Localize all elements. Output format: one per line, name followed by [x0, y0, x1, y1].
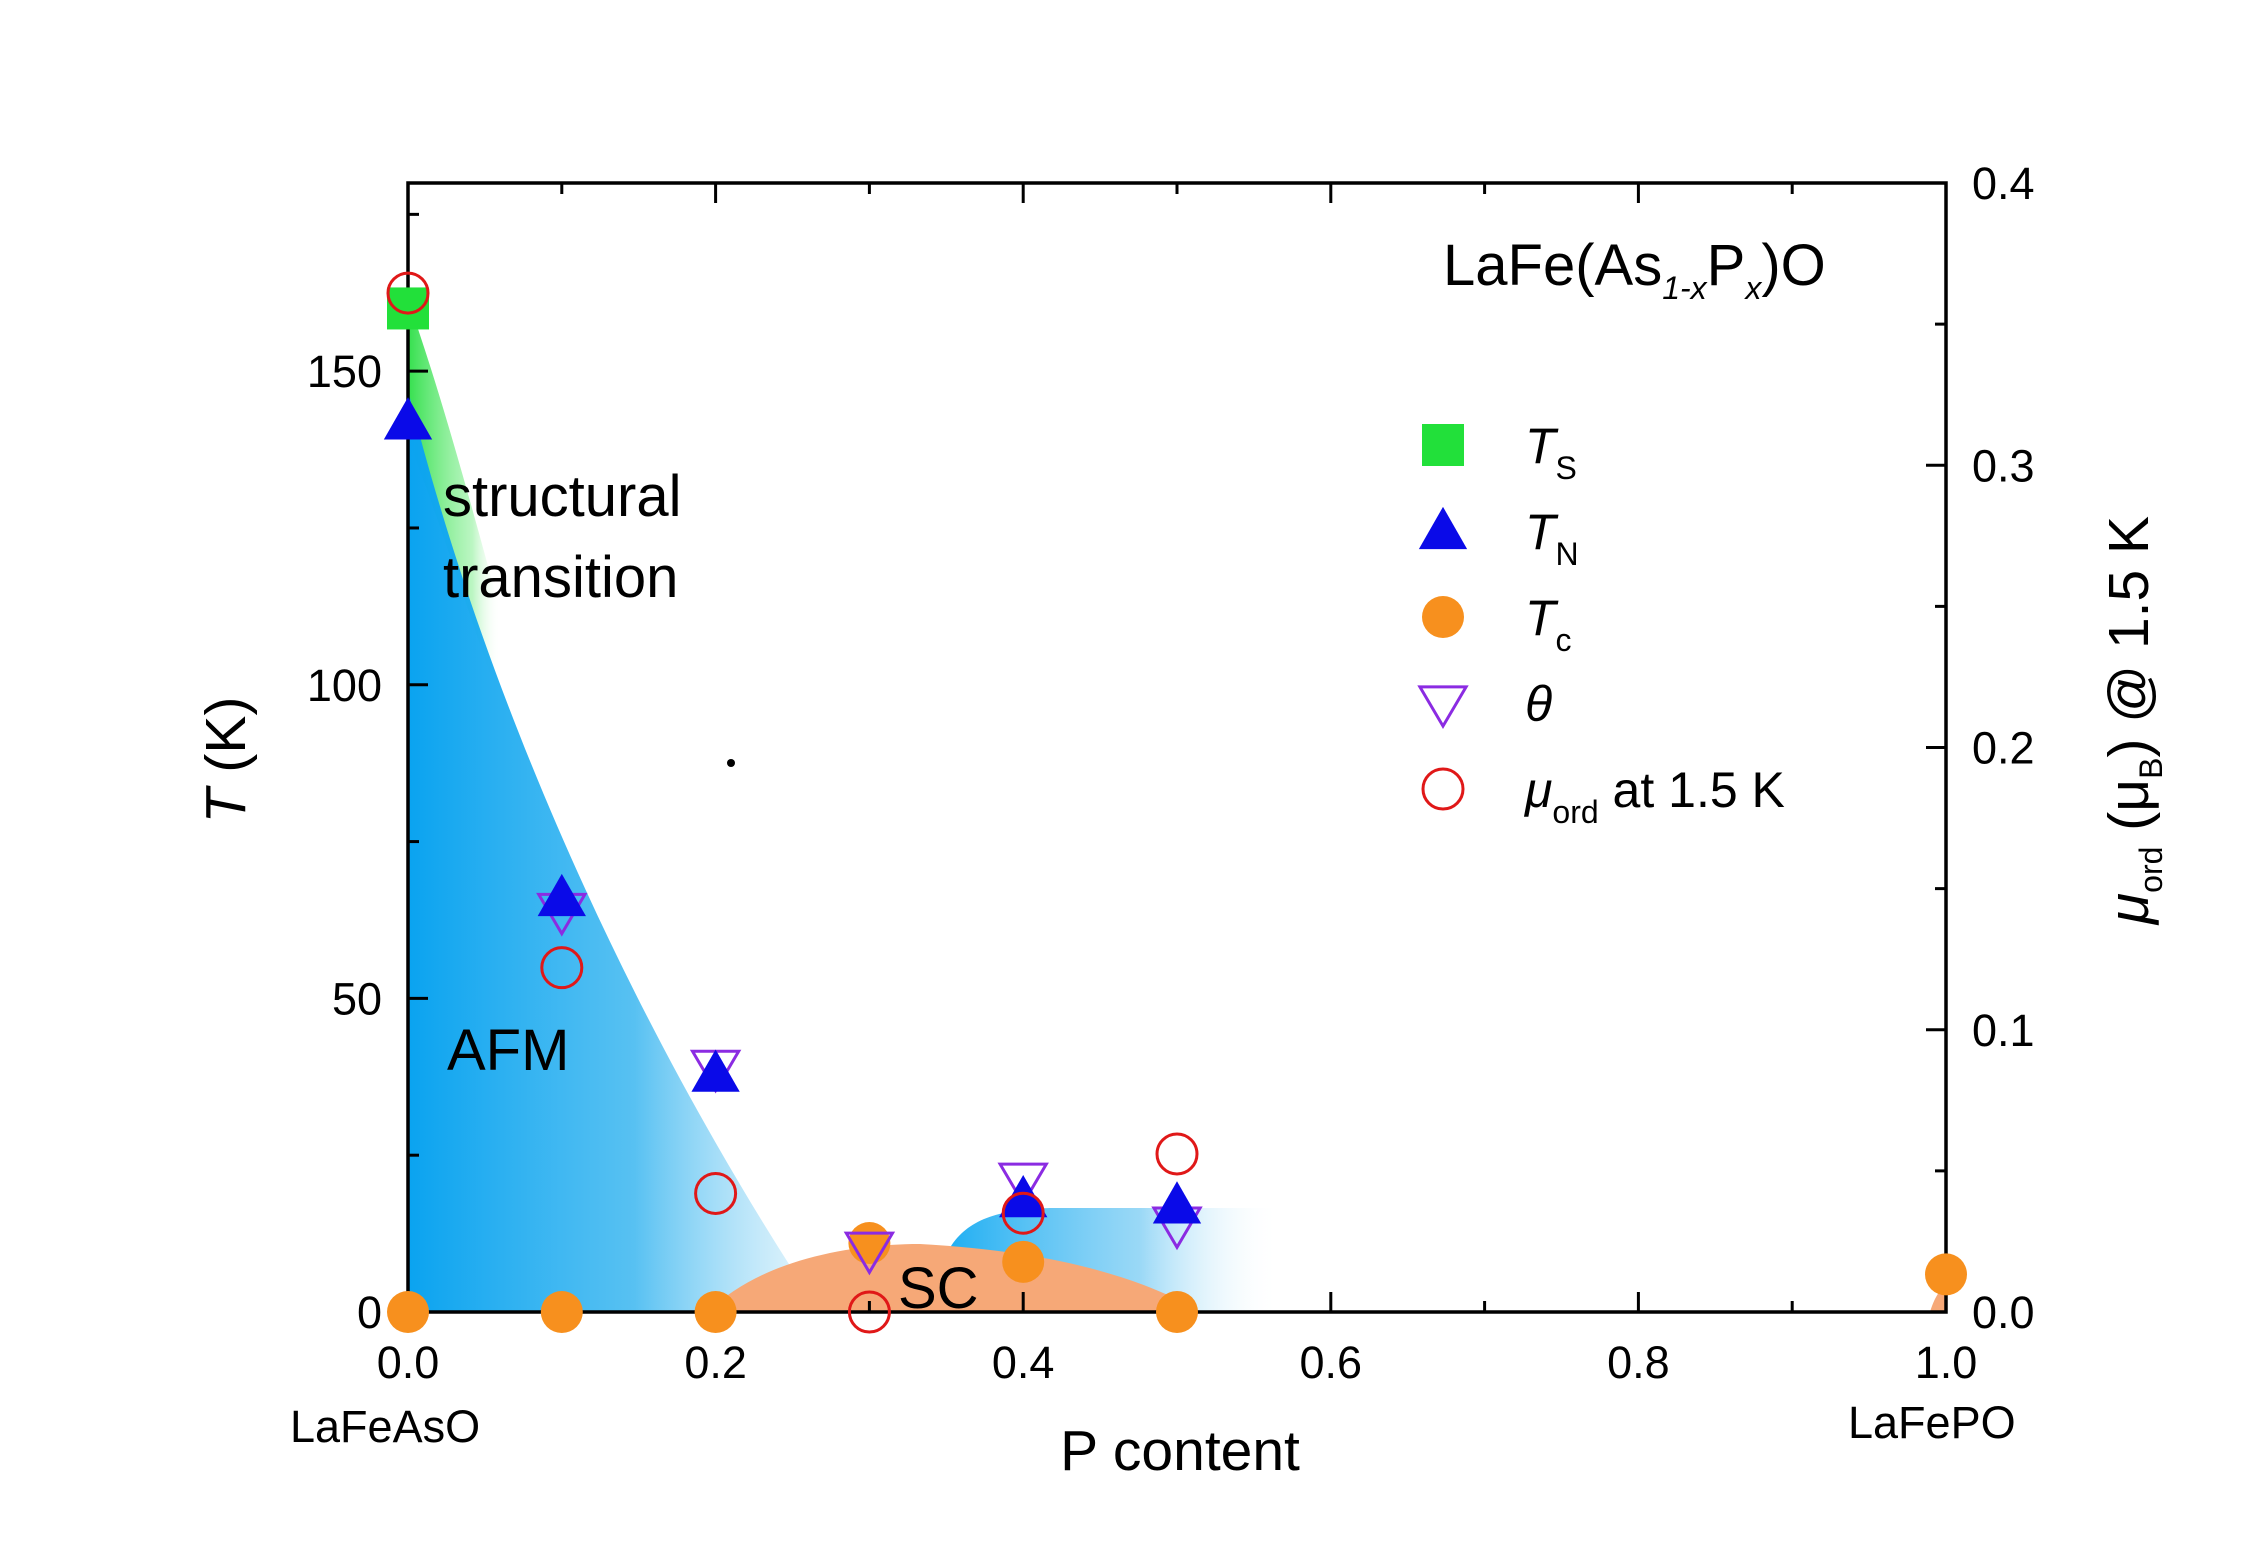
point-tc: [694, 1291, 737, 1333]
point-tc: [848, 1222, 891, 1265]
x-tick-label: 0.0: [377, 1337, 440, 1388]
legend: TS TN Tc θ μord at 1.5 K: [1417, 418, 1785, 830]
sc-label: SC: [898, 1256, 979, 1321]
point-mu-ord: [1155, 1132, 1199, 1176]
x-end-label-right: LaFePO: [1848, 1397, 2016, 1448]
legend-symbol: [1421, 767, 1465, 811]
point-tc: [1925, 1253, 1967, 1296]
x-end-label-left: LaFeAsO: [290, 1401, 480, 1452]
axes: 0.0 0.2 0.4 0.6 0.8 1.0 0 50 100 150 0.0 0.1 0.2 0.3 0…: [307, 158, 2035, 1388]
afm-label: AFM: [447, 1018, 569, 1083]
y-axis-title-right: μord (μB) @ 1.5 K: [2097, 516, 2169, 926]
legend-label: TS: [1525, 418, 1577, 486]
point-tn: [383, 397, 433, 440]
phase-regions: [408, 300, 1946, 1312]
structural-transition-region: [408, 300, 500, 700]
point-tn: [691, 1049, 740, 1092]
point-mu-ord: [386, 271, 430, 315]
legend-symbol: [1417, 685, 1469, 730]
legend-label: μord at 1.5 K: [1523, 762, 1785, 830]
y-right-tick-label: 0.2: [1972, 723, 2035, 774]
y-right-tick-label: 0.4: [1972, 158, 2035, 209]
x-axis-title: P content: [1060, 1419, 1300, 1483]
y-right-tick-label: 0.1: [1972, 1005, 2035, 1056]
afm-region: [408, 390, 820, 1312]
legend-symbol: [1422, 596, 1464, 638]
point-tn: [999, 1174, 1048, 1218]
stray-dot: [727, 759, 735, 767]
x-tick-label: 0.8: [1607, 1337, 1670, 1388]
point-mu-ord: [1001, 1191, 1045, 1235]
point-theta: [843, 1231, 896, 1276]
x-tick-label: 1.0: [1915, 1337, 1978, 1388]
sc-dome-region: [708, 1244, 1200, 1312]
y-right-tick-label: 0.0: [1972, 1287, 2035, 1338]
x-tick-label: 0.4: [992, 1337, 1055, 1388]
point-tn: [1152, 1181, 1202, 1224]
x-tick-label: 0.2: [684, 1337, 747, 1388]
x-tick-label: 0.6: [1300, 1337, 1363, 1388]
chart-title: LaFe(As1-xPx)O: [1443, 233, 1826, 306]
region-labels: structural transition AFM SC: [443, 464, 979, 1321]
legend-symbol: [1422, 424, 1464, 466]
point-tc: [540, 1291, 583, 1333]
legend-symbol: [1418, 506, 1468, 550]
point-theta: [997, 1162, 1049, 1207]
point-mu-ord: [847, 1290, 891, 1334]
legend-label: Tc: [1525, 590, 1572, 658]
point-tc: [387, 1291, 429, 1333]
y-right-tick-label: 0.3: [1972, 440, 2035, 491]
point-tc: [1156, 1291, 1198, 1333]
point-tn: [537, 873, 586, 917]
y-left-tick-label: 50: [332, 973, 382, 1024]
structural-label-line1: structural: [443, 464, 682, 529]
y-left-tick-label: 0: [357, 1287, 382, 1338]
legend-label: θ: [1525, 676, 1552, 732]
point-tc: [1002, 1240, 1045, 1283]
y-left-tick-label: 150: [307, 346, 382, 397]
structural-label-line2: transition: [443, 545, 678, 610]
y-left-tick-label: 100: [307, 660, 382, 711]
point-mu-ord: [540, 946, 584, 990]
y-axis-title-left: T (K): [194, 697, 258, 824]
point-mu-ord: [694, 1171, 738, 1215]
data-marks: [383, 271, 1967, 1334]
legend-label: TN: [1525, 504, 1579, 572]
